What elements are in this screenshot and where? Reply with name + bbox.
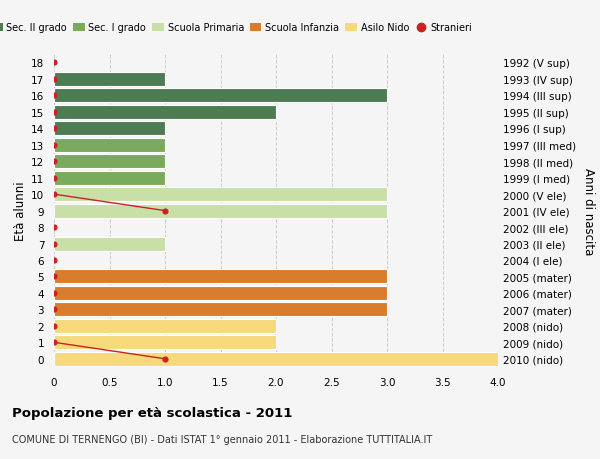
Bar — [54, 286, 387, 300]
Bar — [54, 73, 165, 87]
Bar — [54, 352, 498, 366]
Bar — [54, 155, 165, 169]
Bar — [54, 139, 165, 152]
Bar — [54, 122, 165, 136]
Bar — [54, 188, 387, 202]
Point — [49, 76, 59, 84]
Point — [160, 355, 170, 363]
Point — [49, 224, 59, 231]
Point — [49, 60, 59, 67]
Y-axis label: Età alunni: Età alunni — [14, 181, 27, 241]
Point — [49, 306, 59, 313]
Legend: Sec. II grado, Sec. I grado, Scuola Primaria, Scuola Infanzia, Asilo Nido, Stran: Sec. II grado, Sec. I grado, Scuola Prim… — [0, 19, 476, 37]
Point — [49, 290, 59, 297]
Point — [49, 191, 59, 198]
Point — [49, 241, 59, 248]
Bar — [54, 106, 276, 119]
Text: COMUNE DI TERNENGO (BI) - Dati ISTAT 1° gennaio 2011 - Elaborazione TUTTITALIA.I: COMUNE DI TERNENGO (BI) - Dati ISTAT 1° … — [12, 434, 432, 444]
Point — [49, 92, 59, 100]
Point — [49, 273, 59, 280]
Bar — [54, 319, 276, 333]
Bar — [54, 303, 387, 317]
Bar — [54, 89, 387, 103]
Point — [160, 207, 170, 215]
Point — [49, 158, 59, 166]
Point — [49, 257, 59, 264]
Point — [49, 125, 59, 133]
Point — [49, 323, 59, 330]
Point — [49, 109, 59, 116]
Point — [49, 339, 59, 346]
Point — [49, 174, 59, 182]
Text: Popolazione per età scolastica - 2011: Popolazione per età scolastica - 2011 — [12, 406, 292, 419]
Bar — [54, 336, 276, 350]
Point — [49, 142, 59, 149]
Bar — [54, 204, 387, 218]
Y-axis label: Anni di nascita: Anni di nascita — [581, 168, 595, 255]
Bar — [54, 270, 387, 284]
Bar — [54, 171, 165, 185]
Bar — [54, 237, 165, 251]
